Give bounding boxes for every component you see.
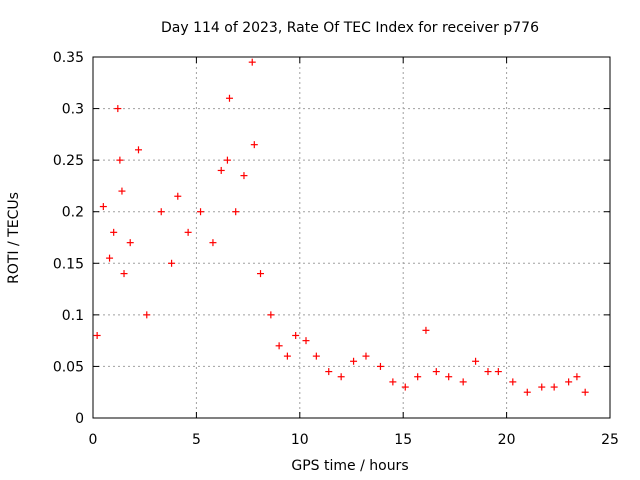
data-point	[538, 383, 546, 391]
data-point	[110, 228, 118, 236]
data-point	[250, 141, 258, 149]
data-point	[217, 166, 225, 174]
plot-frame	[92, 56, 611, 419]
data-point	[283, 352, 291, 360]
data-point	[422, 326, 430, 334]
x-tick-label: 10	[291, 432, 309, 448]
y-axis-label: ROTI / TECUs	[6, 192, 22, 284]
y-tick-label: 0.25	[53, 153, 84, 169]
data-point	[484, 368, 492, 376]
data-point	[118, 187, 126, 195]
data-point	[312, 352, 320, 360]
data-point	[302, 337, 310, 345]
data-point	[472, 357, 480, 365]
data-point	[116, 156, 124, 164]
data-point	[494, 368, 502, 376]
data-point	[168, 259, 176, 267]
data-point	[267, 311, 275, 319]
x-tick-label: 25	[601, 432, 619, 448]
data-point	[523, 388, 531, 396]
data-point	[93, 331, 101, 339]
data-point	[350, 357, 358, 365]
data-point	[459, 378, 467, 386]
data-point	[389, 378, 397, 386]
y-tick-label: 0.1	[62, 308, 84, 324]
data-point	[120, 270, 128, 278]
data-point	[376, 362, 384, 370]
data-point	[240, 172, 248, 180]
data-point	[325, 368, 333, 376]
data-point	[257, 270, 265, 278]
data-point	[550, 383, 558, 391]
data-point	[134, 146, 142, 154]
data-point	[432, 368, 440, 376]
data-point	[565, 378, 573, 386]
data-point	[209, 239, 217, 247]
data-point	[362, 352, 370, 360]
x-axis-label: GPS time / hours	[291, 458, 408, 474]
data-point	[223, 156, 231, 164]
data-points	[93, 58, 589, 396]
x-tick-label: 15	[394, 432, 412, 448]
axis-ticks: 0 0.05 0.1 0.15 0.2 0.25 0.3 0.35 0 5 10 15 20 25	[53, 50, 619, 448]
data-point	[337, 373, 345, 381]
y-tick-label: 0.3	[62, 102, 84, 118]
data-point	[106, 254, 114, 262]
x-tick-label: 20	[498, 432, 516, 448]
data-point	[232, 208, 240, 216]
data-point	[509, 378, 517, 386]
grid-lines	[93, 57, 610, 418]
y-tick-label: 0.15	[53, 256, 84, 272]
data-point	[184, 228, 192, 236]
x-tick-label: 0	[89, 432, 98, 448]
y-tick-label: 0.05	[53, 359, 84, 375]
data-point	[174, 192, 182, 200]
data-point	[581, 388, 589, 396]
data-point	[401, 383, 409, 391]
data-point	[225, 94, 233, 102]
x-tick-label: 5	[192, 432, 201, 448]
y-tick-label: 0	[75, 411, 84, 427]
data-point	[445, 373, 453, 381]
data-point	[99, 203, 107, 211]
data-point	[292, 331, 300, 339]
data-point	[114, 105, 122, 113]
data-point	[126, 239, 134, 247]
chart-title: Day 114 of 2023, Rate Of TEC Index for r…	[161, 20, 539, 36]
data-point	[157, 208, 165, 216]
data-point	[143, 311, 151, 319]
y-tick-label: 0.35	[53, 50, 84, 66]
data-point	[275, 342, 283, 350]
data-point	[197, 208, 205, 216]
data-point	[248, 58, 256, 66]
y-tick-label: 0.2	[62, 205, 84, 221]
data-point	[573, 373, 581, 381]
data-point	[414, 373, 422, 381]
